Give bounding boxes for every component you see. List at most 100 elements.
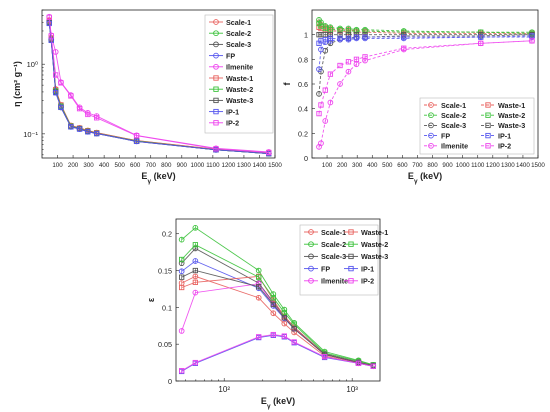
data-point (337, 35, 343, 42)
x-axis-label-sub: γ (147, 178, 151, 185)
legend-label: IP-1 (498, 131, 511, 140)
data-point (529, 38, 535, 44)
legend-label: Ilmenite (321, 277, 348, 286)
y-tick-label: 0.8 (298, 55, 308, 64)
data-point (48, 33, 54, 39)
x-tick-label: 700 (412, 162, 423, 169)
x-axis-label: Eγ (keV) (408, 171, 442, 185)
y-axis-label: ε (146, 297, 156, 302)
legend-label: Scale-1 (226, 18, 251, 27)
legend-marker (348, 278, 354, 284)
x-axis-label-main: E (141, 171, 147, 181)
series-line (181, 334, 374, 372)
data-point (529, 33, 535, 39)
legend-label: FP (226, 51, 235, 60)
data-point (337, 27, 343, 33)
data-point (355, 360, 362, 366)
legend-marker (213, 108, 219, 115)
data-point (192, 267, 199, 274)
x-tick-label: 1000 (456, 162, 470, 169)
x-tick-label: 1100 (206, 162, 220, 169)
x-axis-label-unit: (keV) (271, 396, 296, 406)
data-point (281, 309, 287, 316)
legend-marker (213, 75, 219, 81)
data-point (327, 27, 334, 33)
legend-marker (308, 241, 314, 248)
legend-label: Waste-2 (226, 85, 253, 94)
data-point (192, 242, 199, 248)
data-point (192, 279, 199, 285)
series-IP-1 (316, 33, 535, 46)
legend-label: Waste-3 (498, 121, 525, 130)
data-point (178, 328, 185, 334)
legend-marker (348, 265, 354, 272)
data-point (192, 289, 199, 296)
x-tick-label: 1300 (501, 162, 515, 169)
legend-marker (308, 253, 314, 260)
data-point (256, 284, 262, 290)
legend-marker (213, 97, 219, 104)
legend-label: IP-2 (498, 142, 511, 151)
data-point (178, 236, 185, 243)
series-IP-2 (316, 38, 535, 117)
x-axis-label-main: E (408, 171, 414, 181)
data-point (316, 66, 322, 73)
data-point (322, 25, 328, 32)
legend-marker (428, 142, 434, 149)
series-IP-2 (179, 331, 376, 374)
data-point (179, 368, 185, 374)
data-point (318, 46, 324, 53)
epsilon-panel: 10² 10³ 0 0.05 0.1 0.15 0.2 Eγ (keV) ε Scale-1 Sca… (146, 218, 388, 410)
data-point (362, 54, 368, 60)
data-point (353, 56, 360, 62)
series-line (181, 283, 374, 366)
legend-marker (428, 112, 434, 119)
data-point (94, 115, 100, 121)
legend-marker (348, 253, 354, 260)
data-point (94, 130, 100, 137)
data-point (270, 331, 276, 338)
x-axis-label-sub: γ (267, 403, 271, 410)
legend-label: IP-2 (361, 277, 374, 286)
data-point (322, 118, 329, 124)
data-point (270, 295, 276, 301)
y-tick-label: 0 (168, 377, 172, 386)
legend-marker (213, 63, 219, 70)
data-point (345, 59, 352, 65)
legend-marker (485, 122, 491, 129)
x-tick-label: 200 (68, 162, 79, 169)
data-point (85, 129, 91, 135)
data-point (85, 111, 91, 118)
legend-label: Scale-3 (321, 252, 346, 261)
legend-label: Scale-3 (226, 40, 251, 49)
legend-label: FP (321, 264, 330, 273)
legend-label: Ilmenite (441, 142, 468, 151)
x-tick-label: 1400 (253, 162, 267, 169)
y-tick-label: 0.6 (298, 80, 308, 89)
data-point (327, 99, 334, 106)
data-point (318, 102, 324, 108)
data-point (58, 80, 64, 86)
data-point (256, 334, 262, 340)
data-point (345, 68, 352, 75)
series-line (318, 40, 533, 114)
x-tick-label: 10³ (346, 385, 358, 394)
legend-label: Waste-3 (226, 96, 253, 105)
series-IP-1 (179, 332, 376, 375)
data-point (401, 45, 407, 51)
y-tick-label: 10⁻¹ (23, 130, 38, 139)
legend-label: Scale-3 (441, 121, 466, 130)
y-tick-label: 0.2 (162, 230, 172, 239)
data-point (370, 363, 376, 369)
data-point (192, 224, 199, 231)
data-point (322, 32, 328, 38)
data-point (213, 146, 219, 152)
data-point (345, 35, 352, 42)
data-point (291, 326, 297, 332)
x-tick-label: 400 (99, 162, 110, 169)
data-point (76, 126, 83, 132)
data-point (192, 273, 199, 280)
data-point (133, 133, 140, 139)
x-tick-label: 100 (322, 162, 333, 169)
